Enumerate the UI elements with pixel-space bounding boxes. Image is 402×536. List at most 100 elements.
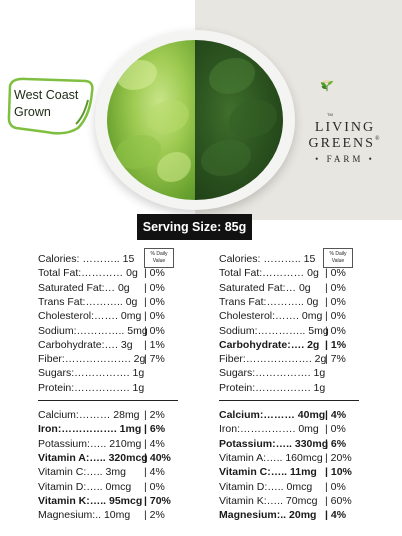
nutrient-label: Cholesterol:……. 0mg bbox=[38, 310, 142, 323]
nutrient-row: Saturated Fat:… 0g | 0% bbox=[219, 281, 379, 295]
logo-word-farm: • FARM • bbox=[315, 154, 375, 164]
nutrient-row: Vitamin D:….. 0mcg | 0% bbox=[219, 480, 379, 494]
lettuce-half bbox=[107, 40, 195, 200]
nutrient-label: Trans Fat:……….. 0g bbox=[219, 295, 319, 308]
nutrient-label: Potassium:….. 330mg bbox=[219, 437, 329, 450]
nutrient-label: Fiber:………………. 2g bbox=[38, 353, 146, 366]
nutrient-row: Vitamin K:….. 95mcg | 70% bbox=[38, 494, 198, 508]
nutrient-daily-value: | 2% bbox=[144, 509, 165, 522]
hero-image: West Coast Grown TM LIVING GREENS® • FAR… bbox=[0, 0, 402, 220]
nutrient-daily-value: | 4% bbox=[325, 509, 347, 522]
nutrient-label: Vitamin C:….. 3mg bbox=[38, 466, 126, 479]
nutrient-label: Saturated Fat:… 0g bbox=[38, 281, 130, 294]
nutrient-label: Vitamin A:….. 320mcg bbox=[38, 451, 148, 464]
nutrient-row: Magnesium:.. 10mg | 2% bbox=[38, 508, 198, 522]
nutrient-label: Total Fat:………… 0g bbox=[219, 267, 319, 280]
nutrient-label: Iron:……………. 0mg bbox=[219, 423, 319, 436]
living-greens-logo-icon bbox=[320, 80, 334, 92]
nutrient-row: Total Fat:………… 0g | 0% bbox=[38, 266, 198, 280]
dv-line-1: % Daily bbox=[150, 251, 168, 257]
nutrient-label: Magnesium:.. 10mg bbox=[38, 509, 131, 522]
nutrient-daily-value: | 1% bbox=[325, 338, 347, 351]
nutrient-daily-value: | 0% bbox=[144, 310, 165, 323]
logo-word-greens: GREENS® bbox=[303, 136, 387, 152]
nutrient-daily-value: | 0% bbox=[144, 281, 165, 294]
nutrient-label: Vitamin K:….. 70mcg bbox=[219, 494, 318, 507]
nutrient-daily-value: | 4% bbox=[325, 409, 347, 421]
nutrient-row: Magnesium:.. 20mg | 4% bbox=[219, 508, 379, 522]
logo-trademark: TM bbox=[327, 112, 333, 117]
west-coast-badge bbox=[7, 77, 94, 135]
nutrient-label: Sugars:……………. 1g bbox=[38, 367, 145, 380]
nutrient-row: Protein:……………. 1g bbox=[38, 381, 198, 395]
nutrient-row: Fiber:………………. 2g | 7% bbox=[219, 352, 379, 366]
nutrient-label: Sodium:………….. 5mg bbox=[38, 324, 148, 337]
nutrient-daily-value: | 10% bbox=[325, 466, 352, 479]
nutrient-daily-value: | 0% bbox=[325, 324, 346, 337]
nutrient-label: Calories: ……….. 15 bbox=[38, 253, 135, 265]
nutrient-row: Calories: ……….. 15 bbox=[219, 252, 379, 266]
salad-bowl bbox=[95, 30, 295, 210]
nutrient-daily-value: | 1% bbox=[144, 338, 165, 351]
nutrient-row: Fiber:………………. 2g | 7% bbox=[38, 352, 198, 366]
nutrient-daily-value: | 70% bbox=[144, 494, 171, 507]
nutrient-label: Carbohydrate:…. 3g bbox=[38, 338, 133, 351]
nutrient-daily-value: | 6% bbox=[144, 423, 166, 436]
nutrient-daily-value: | 0% bbox=[325, 295, 346, 308]
nutrient-row: Potassium:….. 210mg | 4% bbox=[38, 437, 198, 451]
nutrient-row: Vitamin K:….. 70mcg | 60% bbox=[219, 494, 379, 508]
nutrient-row: Calcium:……… 40mg | 4% bbox=[219, 408, 379, 422]
logo-registered-mark: ® bbox=[374, 136, 382, 142]
dv-line-2: Value bbox=[331, 258, 345, 264]
nutrient-daily-value: | 4% bbox=[144, 466, 165, 479]
nutrient-daily-value: | 0% bbox=[144, 295, 165, 308]
nutrient-row: Vitamin D:….. 0mcg | 0% bbox=[38, 480, 198, 494]
nutrient-label: Calories: ……….. 15 bbox=[219, 253, 316, 265]
daily-value-header: % Daily Value bbox=[144, 248, 174, 268]
nutrient-label: Potassium:….. 210mg bbox=[38, 437, 142, 450]
nutrient-daily-value: | 0% bbox=[144, 267, 165, 280]
serving-size-banner: Serving Size: 85g bbox=[137, 214, 252, 240]
nutrient-row: Cholesterol:……. 0mg | 0% bbox=[38, 309, 198, 323]
nutrient-label: Cholesterol:……. 0mg bbox=[219, 310, 323, 323]
badge-line-1: West Coast bbox=[14, 88, 79, 102]
nutrient-row: Sodium:………….. 5mg | 0% bbox=[38, 324, 198, 338]
nutrient-label: Sodium:………….. 5mg bbox=[219, 324, 329, 337]
nutrient-row: Calcium:……… 28mg | 2% bbox=[38, 408, 198, 422]
nutrient-daily-value: | 6% bbox=[325, 437, 347, 450]
nutrient-daily-value: | 60% bbox=[325, 494, 352, 507]
nutrient-daily-value: | 0% bbox=[325, 310, 346, 323]
nutrient-row: Vitamin A:….. 320mcg | 40% bbox=[38, 451, 198, 465]
nutrient-daily-value: | 0% bbox=[144, 324, 165, 337]
nutrient-row: Calories: ……….. 15 bbox=[38, 252, 198, 266]
nutrient-row: Total Fat:………… 0g | 0% bbox=[219, 266, 379, 280]
daily-value-header: % Daily Value bbox=[323, 248, 353, 268]
dv-line-2: Value bbox=[152, 258, 166, 264]
nutrient-label: Protein:……………. 1g bbox=[38, 381, 145, 394]
nutrient-row: Iron:……………. 1mg | 6% bbox=[38, 422, 198, 436]
spinach-half bbox=[195, 40, 283, 200]
nutrient-daily-value: | 0% bbox=[325, 480, 346, 493]
section-divider bbox=[38, 400, 178, 401]
nutrient-row: Saturated Fat:… 0g | 0% bbox=[38, 281, 198, 295]
nutrient-label: Fiber:………………. 2g bbox=[219, 353, 327, 366]
dv-line-1: % Daily bbox=[329, 251, 347, 257]
nutrient-daily-value: | 20% bbox=[325, 451, 352, 464]
nutrient-label: Calcium:……… 40mg bbox=[219, 409, 326, 421]
section-divider bbox=[219, 400, 359, 401]
nutrient-daily-value: | 4% bbox=[144, 437, 165, 450]
nutrient-daily-value: | 7% bbox=[325, 353, 346, 366]
nutrient-row: Vitamin C:….. 3mg | 4% bbox=[38, 465, 198, 479]
nutrient-label: Protein:……………. 1g bbox=[219, 381, 326, 394]
badge-line-2: Grown bbox=[14, 105, 51, 119]
nutrient-daily-value: | 40% bbox=[144, 451, 171, 464]
nutrient-row: Cholesterol:……. 0mg | 0% bbox=[219, 309, 379, 323]
nutrient-label: Vitamin C:….. 11mg bbox=[219, 466, 317, 479]
nutrient-daily-value: | 0% bbox=[325, 267, 346, 280]
nutrient-label: Calcium:……… 28mg bbox=[38, 409, 140, 421]
nutrient-label: Iron:……………. 1mg bbox=[38, 423, 142, 436]
nutrient-row: Sugars:……………. 1g bbox=[38, 366, 198, 380]
nutrient-row: Sugars:……………. 1g bbox=[219, 366, 379, 380]
logo-greens-text: GREENS bbox=[308, 136, 375, 151]
nutrient-row: Iron:……………. 0mg | 0% bbox=[219, 422, 379, 436]
